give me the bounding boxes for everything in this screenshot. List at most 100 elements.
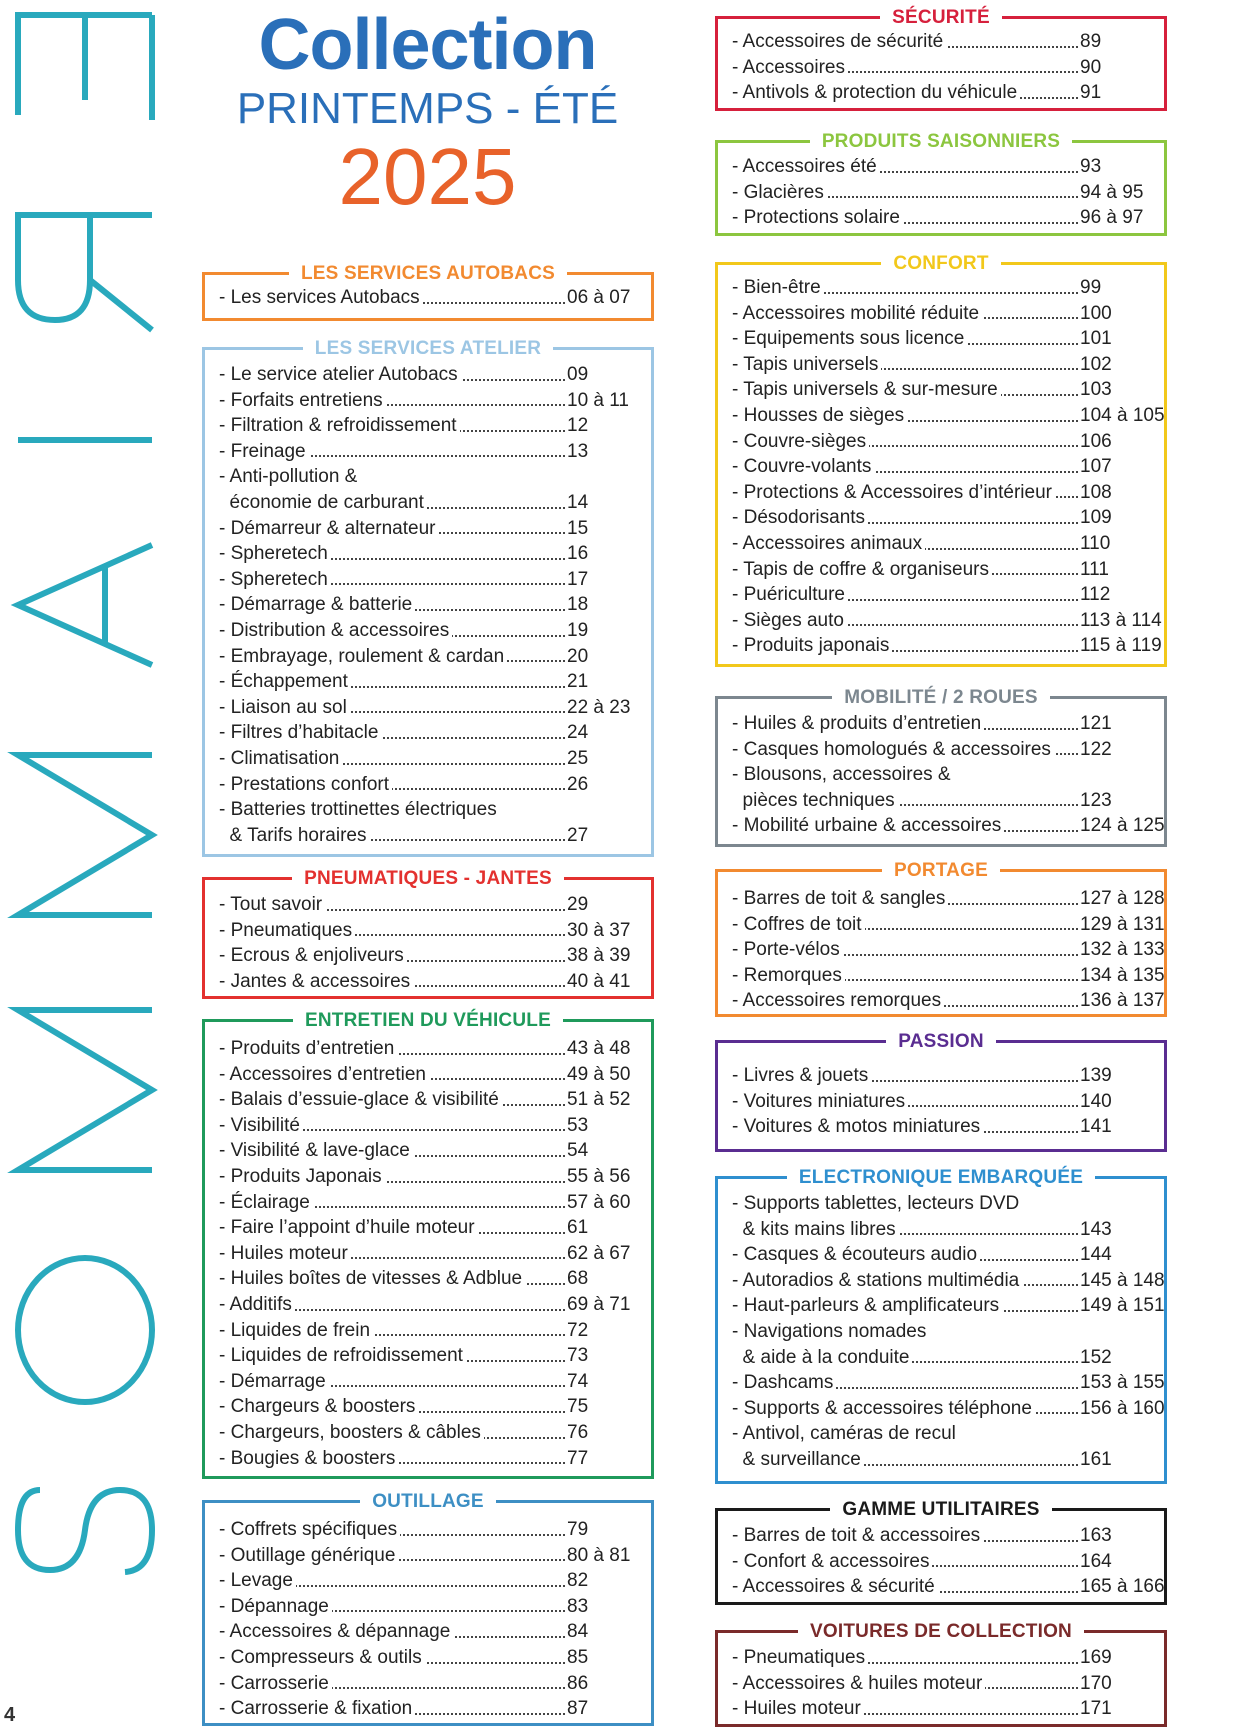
toc-entry-label: - Dashcams (732, 1370, 837, 1396)
toc-entry-pages: 10 à 11 (567, 389, 629, 411)
section-title: GAMME UTILITAIRES (718, 1497, 1164, 1524)
toc-entry: & surveillance 161 (732, 1446, 1158, 1473)
toc-entry-label: - Chargeurs & boosters (219, 1394, 419, 1420)
dot-leader (239, 1308, 565, 1311)
toc-entry-label: - Pneumatiques (732, 1645, 869, 1671)
toc-entry: - Dépannage 83 (219, 1593, 645, 1620)
toc-entry-label: - Accessoires & dépannage (219, 1619, 454, 1645)
toc-entry: - Ecrous & enjoliveurs 38 à 39 (219, 943, 645, 969)
toc-entry-label: - Voitures miniatures (732, 1088, 909, 1115)
section-title: PORTAGE (718, 858, 1164, 885)
toc-entry-pages: 22 à 23 (567, 696, 631, 718)
toc-entry-label: - Jantes & accessoires (219, 968, 414, 995)
section-confort: - Bien-être 99- Accessoires mobilité rédu… (715, 253, 1167, 667)
toc-entry-pages: 96 à 97 (1080, 207, 1144, 229)
dot-leader (752, 368, 1078, 371)
section-title: PNEUMATIQUES - JANTES (205, 866, 651, 893)
section-title-text: PASSION (886, 1031, 996, 1052)
section-title: ELECTRONIQUE EMBARQUÉE (718, 1165, 1164, 1192)
section-title-text: SÉCURITÉ (880, 7, 1002, 28)
toc-entry-pages: 15 (567, 517, 589, 539)
dot-leader (239, 455, 565, 458)
section-electronique: - Supports tablettes, lecteurs DVD & kit… (715, 1167, 1167, 1484)
toc-entry: - Outillage générique 80 à 81 (219, 1542, 645, 1569)
toc-entry: - Sièges auto 113 à 114 (732, 607, 1162, 634)
toc-entry-pages: 75 (567, 1396, 589, 1418)
toc-entry-pages: 20 (567, 645, 589, 667)
toc-entry: - Produits Japonais 55 à 56 (219, 1163, 645, 1190)
toc-entry-label: - Éclairage (219, 1189, 313, 1216)
toc-entry-label: - Embrayage, roulement & cardan (219, 643, 508, 670)
dot-leader (752, 196, 1078, 199)
dot-leader (752, 804, 1078, 807)
toc-entry-label: - Liaison au sol (219, 694, 350, 721)
toc-entry-label: - Produits d’entretien (219, 1036, 398, 1062)
toc-entry: - Visibilité 53 (219, 1112, 645, 1139)
toc-entry-pages: 109 (1080, 507, 1112, 529)
toc-entry-pages: 80 à 81 (567, 1544, 631, 1566)
toc-entry-pages: 17 (567, 568, 589, 590)
toc-entry-label: - Livres & jouets (732, 1063, 872, 1089)
toc-entry-label: - Climatisation (219, 745, 343, 772)
toc-entry-pages: 30 à 37 (567, 919, 631, 941)
toc-entry: - Accessoires & huiles moteur 170 (732, 1670, 1158, 1697)
dot-leader (752, 1712, 1078, 1715)
toc-entry-label: - Démarreur & alternateur (219, 515, 439, 542)
toc-entry-pages: 108 (1080, 481, 1112, 503)
section-title-text: CONFORT (881, 253, 1001, 274)
dot-leader (752, 470, 1078, 473)
toc-entry-label: - Batteries trottinettes électriques (219, 797, 500, 823)
toc-entry: - Bougies & boosters 77 (219, 1445, 645, 1472)
toc-entry-pages: 144 (1080, 1244, 1112, 1266)
section-title: VOITURES DE COLLECTION (718, 1619, 1164, 1646)
dot-leader (752, 1361, 1078, 1364)
header-year: 2025 (338, 132, 517, 221)
toc-entry: - Produits d’entretien 43 à 48 (219, 1036, 645, 1062)
toc-entry: - Pneumatiques 30 à 37 (219, 917, 645, 944)
toc-entry-pages: 27 (567, 824, 589, 846)
section-mobilite: - Huiles & produits d’entretien 121- Casq… (715, 687, 1167, 847)
section-title-text: ENTRETIEN DU VÉHICULE (293, 1010, 563, 1031)
toc-entry-label: - Tapis universels & sur-mesure (732, 377, 1001, 403)
toc-entry-pages: 18 (567, 594, 589, 616)
toc-entry-pages: 73 (567, 1345, 589, 1367)
toc-entry-label: - Anti-pollution & (219, 464, 361, 490)
section-entretien: - Produits d’entretien 43 à 48- Accessoir… (202, 1010, 654, 1479)
toc-entry: - Navigations nomades (732, 1318, 1158, 1345)
toc-entry-label: pièces techniques (732, 787, 898, 814)
dot-leader (752, 71, 1078, 74)
dot-leader (752, 928, 1078, 931)
toc-entry-label: - Filtration & refroidissement (219, 413, 460, 439)
toc-entry-label: - Couvre-sièges (732, 428, 870, 455)
section-title: PASSION (718, 1029, 1164, 1056)
toc-entry: & kits mains libres 143 (732, 1216, 1158, 1243)
section-utilitaires: - Barres de toit & accessoires 163- Confo… (715, 1499, 1167, 1605)
section-title-text: PRODUITS SAISONNIERS (809, 131, 1073, 152)
toc-entry: - Antivol, caméras de recul (732, 1421, 1158, 1447)
toc-entry-pages: 153 à 155 (1080, 1372, 1165, 1394)
toc-entry-pages: 79 (567, 1519, 589, 1540)
toc-entry-label: - Compresseurs & outils (219, 1644, 425, 1671)
section-title: MOBILITÉ / 2 ROUES (718, 685, 1164, 712)
toc-entry-label: & kits mains libres (732, 1216, 899, 1243)
toc-entry-label: - Carrosserie & fixation (219, 1696, 416, 1722)
toc-entry-label: - Dépannage (219, 1593, 332, 1620)
toc-entry: - Batteries trottinettes électriques (219, 797, 645, 823)
toc-entry-pages: 12 (567, 415, 589, 437)
toc-entry-label: - Supports tablettes, lecteurs DVD (732, 1191, 1023, 1217)
toc-entry: - Carrosserie & fixation 87 (219, 1696, 645, 1722)
toc-entry-pages: 132 à 133 (1080, 939, 1165, 961)
toc-entry-label: - Huiles moteur (219, 1240, 351, 1267)
section-title: LES SERVICES ATELIER (205, 336, 651, 363)
toc-entry: - Additifs 69 à 71 (219, 1291, 645, 1318)
toc-entry-label: - Confort & accessoires (732, 1548, 933, 1575)
toc-entry: - Tapis de coffre & organiseurs 111 (732, 556, 1158, 583)
toc-entry-pages: 62 à 67 (567, 1242, 631, 1264)
toc-entry: - Porte-vélos 132 à 133 (732, 937, 1165, 963)
toc-entry-label: & Tarifs horaires (219, 822, 370, 849)
section-title-text: LES SERVICES ATELIER (302, 338, 554, 359)
section-title: OUTILLAGE (205, 1489, 651, 1516)
toc-entry-pages: 134 à 135 (1080, 964, 1165, 986)
toc-entry-pages: 87 (567, 1698, 589, 1720)
toc-entry-label: - Navigations nomades (732, 1318, 930, 1345)
